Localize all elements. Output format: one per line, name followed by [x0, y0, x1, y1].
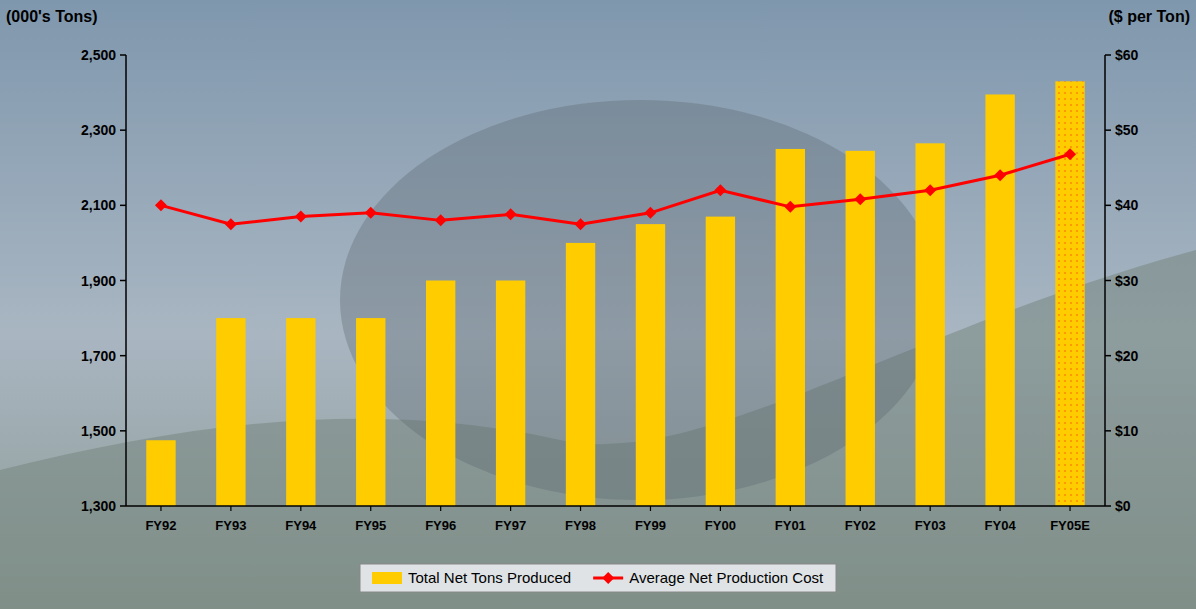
marker — [225, 218, 237, 230]
marker — [784, 201, 796, 213]
legend: Total Net Tons Produced Average Net Produ… — [360, 564, 836, 592]
x-tick-label: FY04 — [985, 518, 1017, 533]
x-tick — [370, 506, 371, 511]
marker — [854, 193, 866, 205]
x-tick — [300, 506, 301, 511]
y2-tick — [1105, 54, 1111, 56]
x-tick — [580, 506, 581, 511]
y-tick — [120, 280, 126, 282]
x-tick — [720, 506, 721, 511]
y-axis-title: (000's Tons) — [6, 8, 98, 25]
y-tick-label: 2,100 — [81, 197, 116, 213]
x-tick-label: FY02 — [845, 518, 876, 533]
y-tick-label: 1,300 — [81, 498, 116, 514]
x-tick-label: FY93 — [215, 518, 246, 533]
legend-label: Average Net Production Cost — [629, 569, 824, 586]
bar — [1055, 81, 1084, 506]
y-tick-label: 1,700 — [81, 348, 116, 364]
chart: 1,300 1,500 1,700 1,900 2,100 2,300 2,500 $0 $10… — [0, 0, 1196, 609]
x-tick — [160, 506, 161, 511]
legend-item: Total Net Tons Produced — [372, 569, 571, 586]
background — [0, 0, 1196, 609]
y-tick-label: 1,500 — [81, 423, 116, 439]
bar — [356, 318, 385, 506]
bar — [566, 243, 595, 506]
legend-box — [360, 564, 836, 592]
cost-line — [161, 154, 1070, 224]
x-tick-label: FY94 — [285, 518, 317, 533]
marker — [505, 208, 517, 220]
bar — [426, 281, 455, 507]
bar — [985, 94, 1014, 506]
legend-swatch — [372, 572, 402, 584]
y2-tick-label: $0 — [1115, 498, 1131, 514]
x-tick-label: FY98 — [565, 518, 596, 533]
x-tick — [930, 506, 931, 511]
plot-area — [146, 81, 1084, 506]
x-tick-label: FY01 — [775, 518, 806, 533]
x-tick — [1000, 506, 1001, 511]
x-tick — [650, 506, 651, 511]
legend-item: Average Net Production Cost — [593, 569, 824, 586]
bar — [146, 440, 175, 506]
y-tick-label: 2,500 — [81, 47, 116, 63]
marker — [714, 184, 726, 196]
marker — [924, 184, 936, 196]
y2-tick-label: $50 — [1115, 122, 1139, 138]
y2-tick — [1105, 505, 1111, 507]
x-tick-label: FY03 — [915, 518, 946, 533]
x-tick-label: FY05E — [1050, 518, 1090, 533]
y-tick-label: 2,300 — [81, 122, 116, 138]
y-tick — [120, 129, 126, 131]
x-tick — [1069, 506, 1070, 511]
bar — [706, 217, 735, 506]
y2-tick-label: $40 — [1115, 197, 1139, 213]
y-tick — [120, 430, 126, 432]
marker — [365, 207, 377, 219]
y-tick — [120, 355, 126, 357]
x-axis — [126, 505, 1105, 507]
bar — [776, 149, 805, 506]
y-tick-label: 1,900 — [81, 273, 116, 289]
marker — [575, 218, 587, 230]
x-tick — [440, 506, 441, 511]
bar — [636, 224, 665, 506]
y-tick — [120, 54, 126, 56]
bar — [846, 151, 875, 506]
y2-tick — [1105, 205, 1111, 207]
x-tick-label: FY95 — [355, 518, 386, 533]
x-tick — [510, 506, 511, 511]
marker — [295, 211, 307, 223]
x-tick — [790, 506, 791, 511]
x-tick — [860, 506, 861, 511]
bar — [915, 143, 944, 506]
x-tick-label: FY92 — [145, 518, 176, 533]
x-tick-label: FY99 — [635, 518, 666, 533]
y2-tick — [1105, 129, 1111, 131]
x-tick-label: FY96 — [425, 518, 456, 533]
marker — [1064, 148, 1076, 160]
y2-tick — [1105, 280, 1111, 282]
y-tick — [120, 505, 126, 507]
y2-axis-title: ($ per Ton) — [1109, 8, 1190, 25]
marker — [994, 169, 1006, 181]
y2-tick-label: $20 — [1115, 348, 1139, 364]
bar — [216, 318, 245, 506]
x-tick-label: FY00 — [705, 518, 736, 533]
bar — [286, 318, 315, 506]
y-tick — [120, 205, 126, 207]
marker — [644, 207, 656, 219]
x-tick-label: FY97 — [495, 518, 526, 533]
marker — [435, 214, 447, 226]
x-tick — [230, 506, 231, 511]
y2-tick-label: $60 — [1115, 47, 1139, 63]
y2-tick-label: $30 — [1115, 273, 1139, 289]
legend-marker — [602, 572, 614, 584]
marker — [155, 199, 167, 211]
y2-tick — [1105, 430, 1111, 432]
bar — [496, 281, 525, 507]
y2-tick-label: $10 — [1115, 423, 1139, 439]
legend-label: Total Net Tons Produced — [408, 569, 571, 586]
y2-tick — [1105, 355, 1111, 357]
